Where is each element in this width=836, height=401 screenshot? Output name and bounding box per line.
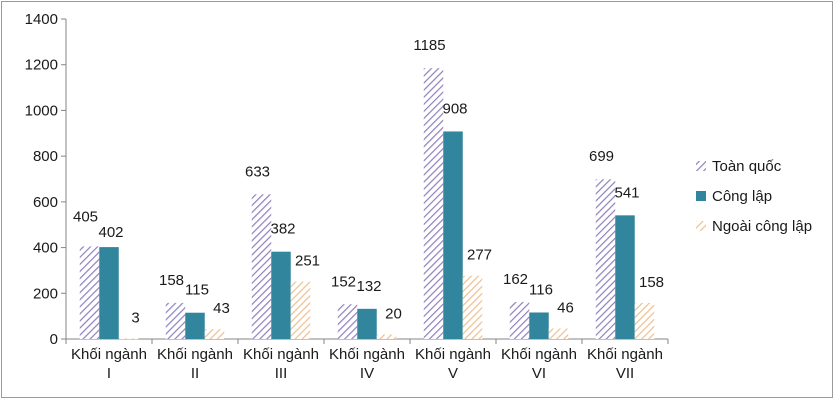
y-tick-label: 1200 — [25, 57, 58, 74]
bar-ngoai-cong-lap — [548, 328, 569, 339]
bar-toan-quoc — [165, 302, 186, 339]
bar-cong-lap — [443, 131, 463, 339]
x-category-label: Khối ngành VII — [587, 346, 663, 382]
bar-ngoai-cong-lap — [204, 329, 225, 339]
data-label: 132 — [356, 278, 381, 295]
data-label: 20 — [385, 305, 402, 322]
data-label: 115 — [185, 282, 209, 299]
bar-toan-quoc — [251, 194, 272, 339]
data-label: 633 — [245, 163, 270, 180]
bar-toan-quoc — [79, 246, 100, 339]
y-tick-label: 1000 — [25, 102, 58, 119]
data-label: 43 — [213, 300, 230, 317]
data-label: 152 — [331, 273, 356, 290]
data-label: 3 — [131, 309, 139, 326]
bar-cong-lap — [357, 308, 377, 339]
data-label: 1185 — [413, 37, 445, 54]
x-category-label: Khối ngành IV — [329, 346, 405, 382]
bar-cong-lap — [99, 247, 119, 339]
data-label: 699 — [589, 148, 614, 165]
y-tick-label: 0 — [50, 331, 58, 348]
y-tick-label: 1400 — [25, 11, 58, 28]
data-label: 162 — [503, 271, 528, 288]
data-label: 158 — [639, 274, 664, 291]
legend-label: Công lập — [712, 188, 772, 205]
data-label: 46 — [557, 299, 574, 316]
y-tick-label: 600 — [33, 194, 58, 211]
bar-cong-lap — [185, 312, 205, 339]
bar-ngoai-cong-lap — [118, 338, 139, 340]
data-label: 405 — [73, 208, 98, 225]
bar-toan-quoc — [509, 301, 530, 339]
bar-cong-lap — [529, 312, 549, 339]
legend-swatch — [696, 221, 706, 231]
data-label: 251 — [295, 253, 320, 270]
legend-swatch — [696, 191, 706, 201]
y-tick-label: 200 — [33, 285, 58, 302]
bar-ngoai-cong-lap — [462, 275, 483, 339]
y-axis: 0 200 400 600 800 1000 1200 1400 — [25, 11, 67, 348]
x-category-label: Khối ngành I — [71, 346, 147, 382]
data-label: 277 — [467, 247, 492, 264]
data-label: 382 — [270, 221, 295, 238]
data-label: 116 — [529, 281, 553, 298]
data-label: 158 — [159, 272, 184, 289]
x-category-label: Khối ngành II — [157, 346, 233, 382]
legend-label: Toàn quốc — [712, 158, 782, 175]
data-label: 908 — [442, 100, 467, 117]
bar-cong-lap — [271, 251, 291, 339]
bar-ngoai-cong-lap — [634, 302, 655, 339]
data-label: 402 — [98, 224, 123, 241]
bars — [79, 68, 655, 340]
bar-toan-quoc — [595, 179, 616, 339]
bar-toan-quoc — [337, 304, 358, 339]
bar-ngoai-cong-lap — [290, 281, 311, 339]
legend: Toàn quốc Công lập Ngoài công lập — [696, 158, 812, 235]
data-labels: 405 158 633 152 1185 162 699 402 115 382 132 908 116… — [73, 37, 664, 326]
x-axis: Khối ngành I Khối ngành II Khối ngành III Khối… — [65, 338, 669, 382]
legend-label: Ngoài công lập — [712, 218, 812, 235]
x-category-label: Khối ngành V — [415, 346, 491, 382]
x-category-label: Khối ngành VI — [501, 346, 577, 382]
y-tick-label: 400 — [33, 240, 58, 257]
bar-toan-quoc — [423, 68, 444, 340]
bar-ngoai-cong-lap — [376, 334, 397, 339]
data-label: 541 — [614, 184, 639, 201]
x-category-label: Khối ngành III — [243, 346, 319, 382]
y-tick-label: 800 — [33, 148, 58, 165]
bar-cong-lap — [615, 215, 635, 339]
legend-swatch — [696, 161, 706, 171]
